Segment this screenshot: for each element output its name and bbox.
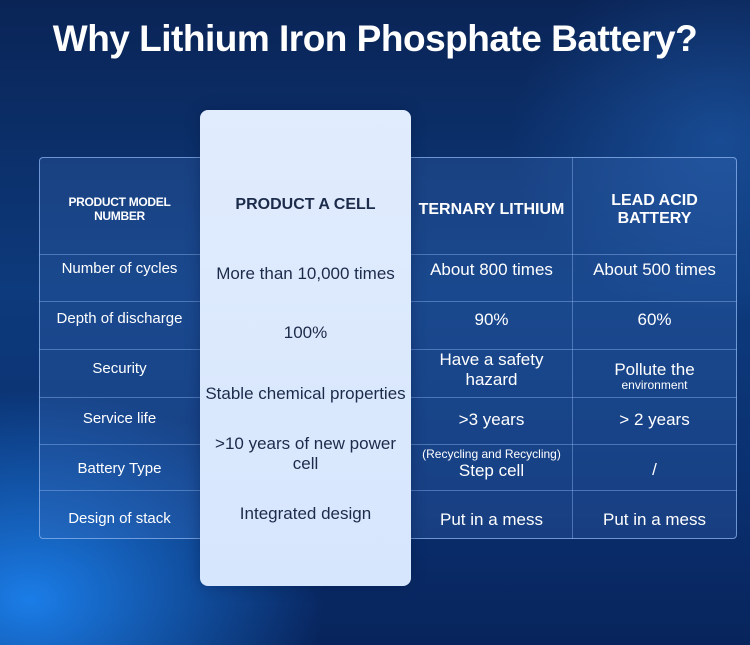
- lead-depth-of-discharge: 60%: [637, 310, 672, 330]
- ternary-battery-type: (Recycling and Recycling) Step cell: [411, 446, 572, 482]
- header-product-model-number: PRODUCT MODEL NUMBER: [68, 195, 171, 223]
- lead-battery-type: /: [652, 460, 657, 480]
- product-number-of-cycles: More than 10,000 times: [216, 264, 395, 284]
- product-battery-type: >10 years of new power cell: [215, 434, 396, 473]
- row-label-service-life: Service life: [82, 410, 157, 428]
- column-divider: [572, 157, 573, 539]
- page-title: Why Lithium Iron Phosphate Battery?: [52, 18, 698, 59]
- row-label-battery-type: Battery Type: [77, 460, 162, 478]
- row-label-number-of-cycles: Number of cycles: [61, 260, 178, 278]
- ternary-design-of-stack: Put in a mess: [440, 510, 543, 530]
- row-label-depth-of-discharge: Depth of discharge: [56, 310, 183, 328]
- lead-number-of-cycles: About 500 times: [593, 260, 716, 280]
- header-product-a-cell: PRODUCT A CELL: [235, 195, 376, 213]
- ternary-number-of-cycles: About 800 times: [430, 260, 553, 280]
- lead-security: Pollute the environment: [572, 358, 737, 394]
- product-column-highlight: [200, 110, 411, 586]
- row-label-security: Security: [92, 360, 147, 378]
- header-ternary-lithium: TERNARY LITHIUM: [418, 200, 565, 218]
- ternary-depth-of-discharge: 90%: [474, 310, 509, 330]
- product-depth-of-discharge: 100%: [283, 323, 328, 343]
- product-security: Stable chemical properties: [205, 384, 406, 404]
- row-label-design-of-stack: Design of stack: [68, 510, 171, 528]
- lead-security-line2: environment: [621, 378, 688, 393]
- lead-security-line1: Pollute the: [614, 359, 695, 379]
- product-design-of-stack: Integrated design: [239, 504, 372, 524]
- ternary-battery-type-line2: Step cell: [458, 460, 525, 480]
- lead-design-of-stack: Put in a mess: [603, 510, 706, 530]
- ternary-battery-type-line1: (Recycling and Recycling): [422, 446, 561, 461]
- ternary-security: Have a safety hazard: [439, 350, 544, 389]
- ternary-service-life: >3 years: [458, 410, 525, 430]
- header-lead-acid-battery: LEAD ACID BATTERY: [611, 191, 698, 227]
- lead-service-life: > 2 years: [619, 410, 690, 430]
